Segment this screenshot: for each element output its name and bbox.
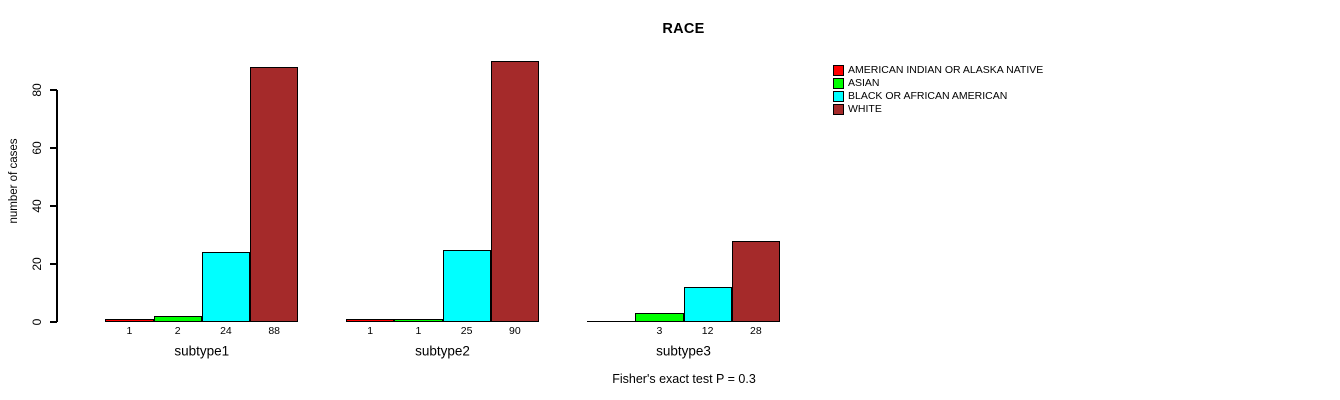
- legend-swatch-icon: [833, 104, 844, 115]
- bar-value-label: 25: [460, 324, 473, 337]
- y-tick: [49, 89, 57, 91]
- y-tick-label: 80: [30, 83, 44, 97]
- y-tick: [49, 321, 57, 323]
- y-tick: [49, 205, 57, 207]
- legend-swatch-icon: [833, 91, 844, 102]
- legend: AMERICAN INDIAN OR ALASKA NATIVE ASIAN BLA…: [833, 65, 1043, 117]
- bar-value-label: 12: [701, 324, 714, 337]
- bar-asian-subtype3: [635, 313, 684, 322]
- bar-value-label: 24: [220, 324, 232, 337]
- bar-value-label: 2: [174, 324, 181, 337]
- bar-value-label: 88: [268, 324, 281, 337]
- bar-value-label: 1: [367, 324, 374, 337]
- legend-swatch-icon: [833, 78, 844, 89]
- bar-asian-subtype1: [153, 316, 202, 322]
- bar-american-indian-or-alaska-native-subtype2: [346, 319, 395, 322]
- bar-white-subtype2: [490, 61, 539, 322]
- y-axis-line: [56, 90, 58, 322]
- y-tick-label: 20: [30, 257, 44, 271]
- annotation-fishers-test: Fisher's exact test P = 0.3: [612, 372, 756, 386]
- bar-value-label: 3: [656, 324, 663, 337]
- legend-label: BLACK OR AFRICAN AMERICAN: [848, 90, 1008, 102]
- bar-black-or-african-american-subtype3: [683, 287, 732, 322]
- y-tick: [49, 263, 57, 265]
- bar-black-or-african-american-subtype2: [442, 249, 491, 322]
- y-axis-label: number of cases: [8, 138, 20, 224]
- y-tick-label: 40: [30, 199, 44, 213]
- chart-title: RACE: [662, 21, 705, 37]
- bar-white-subtype1: [250, 66, 299, 322]
- y-tick-label: 0: [30, 318, 44, 326]
- category-label-subtype3: subtype3: [656, 343, 711, 359]
- bar-value-label: 90: [509, 324, 521, 337]
- legend-item-american-indian-or-alaska-native: AMERICAN INDIAN OR ALASKA NATIVE: [833, 65, 1043, 76]
- y-tick-label: 60: [30, 141, 44, 155]
- bar-white-subtype3: [731, 240, 780, 322]
- bar-value-label: 28: [750, 324, 762, 337]
- legend-label: ASIAN: [848, 77, 880, 89]
- legend-label: AMERICAN INDIAN OR ALASKA NATIVE: [848, 64, 1044, 76]
- legend-item-white: WHITE: [833, 104, 1043, 115]
- legend-item-asian: ASIAN: [833, 78, 1043, 89]
- bar-asian-subtype2: [394, 319, 443, 322]
- bar-american-indian-or-alaska-native-subtype3: [587, 320, 636, 322]
- bar-american-indian-or-alaska-native-subtype1: [105, 319, 154, 322]
- legend-item-black-or-african-american: BLACK OR AFRICAN AMERICAN: [833, 91, 1043, 102]
- bar-black-or-african-american-subtype1: [201, 252, 251, 322]
- category-label-subtype2: subtype2: [415, 343, 470, 359]
- legend-label: WHITE: [848, 103, 882, 115]
- bar-value-label: 1: [126, 324, 133, 337]
- bar-value-label: 1: [415, 324, 422, 337]
- legend-swatch-icon: [833, 65, 844, 76]
- category-label-subtype1: subtype1: [174, 343, 230, 359]
- y-tick: [49, 147, 57, 149]
